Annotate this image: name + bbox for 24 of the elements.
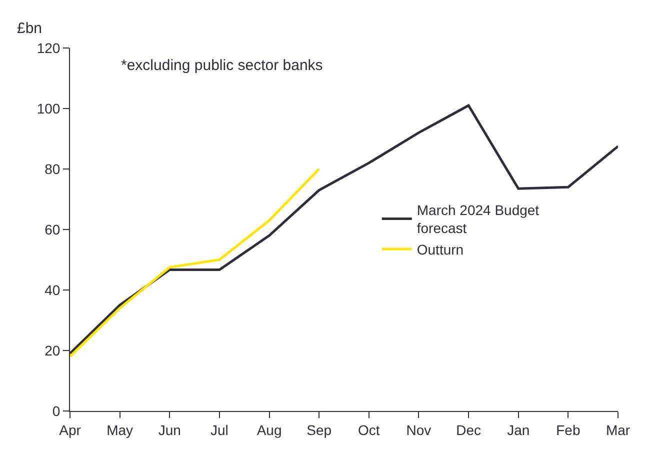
x-tick-label: Oct bbox=[358, 422, 380, 438]
x-tick-label: Dec bbox=[456, 422, 482, 438]
x-tick-label: Jul bbox=[210, 422, 228, 438]
y-tick-label: 60 bbox=[44, 221, 60, 238]
annotation: *excluding public sector banks bbox=[121, 57, 323, 74]
y-tick-label: 20 bbox=[44, 342, 60, 358]
y-tick-label: 80 bbox=[44, 160, 60, 177]
x-tick-label: May bbox=[106, 422, 134, 438]
x-tick-label: Mar bbox=[606, 422, 630, 438]
y-tick-label: 0 bbox=[52, 402, 60, 419]
y-tick-label: 40 bbox=[44, 282, 60, 298]
x-tick-label: Nov bbox=[406, 422, 432, 438]
y-tick-label: 100 bbox=[36, 100, 60, 116]
x-tick-label: Aug bbox=[256, 422, 282, 438]
x-tick-label: Apr bbox=[59, 422, 82, 438]
legend-label: Outturn bbox=[416, 241, 464, 258]
legend-label: March 2024 Budget forecast bbox=[416, 202, 540, 236]
line-series bbox=[70, 168, 320, 358]
x-tick-label: Sep bbox=[306, 422, 332, 438]
x-tick-label: Jun bbox=[158, 422, 181, 438]
y-axis-title: £bn bbox=[17, 20, 42, 37]
x-tick-label: Feb bbox=[556, 422, 580, 438]
y-tick-label: 120 bbox=[36, 40, 60, 56]
x-tick-label: Jan bbox=[507, 422, 530, 438]
